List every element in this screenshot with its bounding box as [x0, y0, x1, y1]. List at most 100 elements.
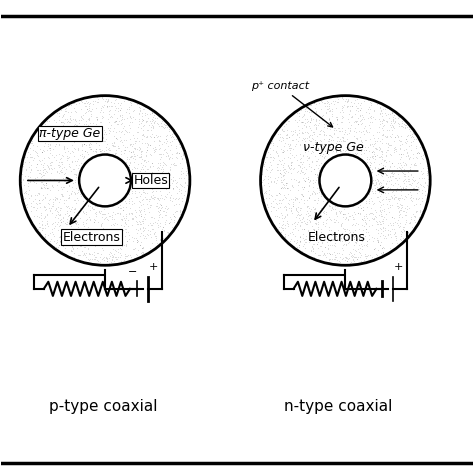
Point — [388, 213, 395, 220]
Point — [139, 186, 146, 194]
Point — [354, 120, 361, 128]
Point — [377, 249, 385, 257]
Point — [276, 166, 284, 173]
Point — [263, 202, 270, 210]
Point — [385, 195, 393, 202]
Point — [380, 121, 388, 128]
Point — [94, 92, 102, 100]
Point — [114, 99, 121, 107]
Point — [58, 168, 65, 175]
Point — [313, 170, 320, 178]
Point — [68, 128, 76, 136]
Point — [415, 213, 423, 221]
Point — [358, 246, 365, 253]
Point — [330, 255, 338, 263]
Point — [317, 242, 324, 250]
Point — [377, 191, 385, 198]
Point — [338, 124, 346, 132]
Point — [317, 151, 324, 159]
Point — [349, 211, 356, 219]
Point — [102, 95, 110, 103]
Point — [310, 209, 318, 216]
Point — [403, 148, 410, 156]
Point — [279, 148, 286, 155]
Point — [373, 218, 380, 225]
Point — [416, 140, 423, 148]
Point — [175, 149, 182, 156]
Point — [85, 144, 92, 151]
Point — [389, 115, 396, 122]
Point — [57, 167, 65, 174]
Point — [131, 155, 139, 163]
Point — [123, 154, 130, 161]
Point — [325, 135, 333, 143]
Point — [76, 191, 84, 198]
Point — [337, 237, 344, 245]
Point — [271, 178, 278, 186]
Point — [136, 220, 144, 228]
Point — [321, 243, 329, 251]
Point — [67, 247, 74, 255]
Point — [162, 177, 169, 184]
Point — [29, 197, 36, 204]
Point — [395, 150, 403, 157]
Point — [310, 225, 318, 233]
Point — [379, 130, 387, 137]
Point — [105, 118, 112, 126]
Point — [334, 249, 341, 256]
Point — [388, 109, 396, 116]
Point — [338, 133, 346, 141]
Point — [397, 232, 405, 240]
Point — [39, 176, 46, 184]
Point — [32, 163, 40, 171]
Point — [91, 253, 99, 260]
Point — [49, 195, 56, 203]
Point — [65, 211, 73, 219]
Point — [39, 163, 46, 171]
Point — [46, 196, 53, 203]
Point — [359, 113, 366, 121]
Point — [136, 120, 143, 128]
Point — [140, 214, 147, 221]
Point — [37, 170, 45, 178]
Point — [136, 137, 143, 145]
Point — [48, 221, 56, 228]
Point — [365, 103, 373, 111]
Point — [135, 116, 142, 123]
Point — [320, 250, 328, 258]
Point — [297, 167, 304, 174]
Point — [24, 191, 32, 198]
Point — [121, 218, 129, 225]
Point — [96, 253, 104, 261]
Point — [307, 253, 314, 261]
Point — [294, 210, 302, 218]
Point — [359, 128, 366, 135]
Point — [156, 236, 164, 244]
Point — [36, 146, 44, 153]
Point — [395, 166, 402, 174]
Point — [145, 141, 152, 148]
Point — [393, 176, 401, 183]
Point — [425, 168, 432, 176]
Point — [138, 173, 146, 180]
Point — [55, 218, 62, 226]
Point — [146, 195, 154, 203]
Point — [285, 163, 292, 170]
Point — [371, 163, 378, 171]
Point — [126, 256, 133, 264]
Point — [381, 156, 388, 164]
Point — [380, 122, 387, 129]
Point — [108, 252, 116, 259]
Point — [355, 234, 363, 242]
Point — [32, 207, 40, 214]
Point — [306, 193, 313, 201]
Point — [323, 124, 331, 132]
Point — [172, 182, 180, 190]
Point — [312, 124, 320, 132]
Point — [368, 148, 375, 156]
Point — [83, 105, 91, 112]
Point — [66, 237, 73, 245]
Point — [104, 209, 111, 217]
Point — [82, 216, 90, 224]
Point — [311, 105, 319, 112]
